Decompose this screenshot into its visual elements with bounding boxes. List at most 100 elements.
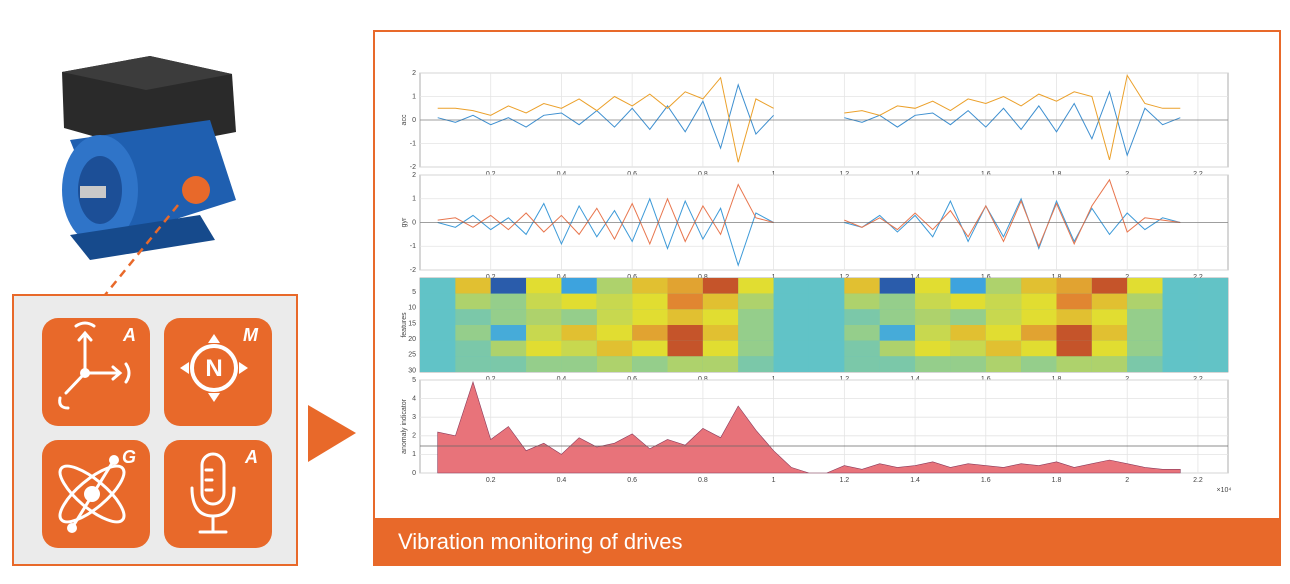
heatmap-cell xyxy=(632,278,668,294)
sensor-letter: A xyxy=(122,325,136,345)
heatmap-cell xyxy=(1021,325,1057,341)
heatmap-cell xyxy=(1091,309,1128,325)
heatmap-cell xyxy=(879,309,916,325)
y-tick-label: 2 xyxy=(412,433,416,440)
heatmap-cell xyxy=(844,356,880,372)
y-tick-label: 3 xyxy=(412,414,416,421)
x-tick-label: 0.2 xyxy=(486,171,496,178)
heatmap-cell xyxy=(738,309,774,325)
heatmap-cell xyxy=(455,278,491,294)
x-tick-label: 2.2 xyxy=(1193,171,1203,178)
heatmap-cell xyxy=(950,340,986,357)
x-multiplier: ×10⁴ xyxy=(1217,487,1232,494)
x-tick-label: 2.2 xyxy=(1193,376,1203,383)
heatmap-cell xyxy=(773,340,809,357)
y-tick-label: 15 xyxy=(408,320,416,327)
heatmap-cell xyxy=(420,309,456,325)
heatmap-cell xyxy=(985,309,1022,325)
heatmap-cell xyxy=(738,278,774,294)
tile xyxy=(42,440,150,548)
heatmap-cell xyxy=(702,293,739,310)
heatmap-cell xyxy=(1162,278,1198,294)
x-tick-label: 0.4 xyxy=(557,274,567,281)
heatmap-cell xyxy=(596,309,633,325)
heatmap-cell xyxy=(915,309,951,325)
x-tick-label: 0.6 xyxy=(627,376,637,383)
heatmap-cell xyxy=(1091,278,1128,294)
series-line xyxy=(437,178,1181,248)
heatmap-cell xyxy=(632,309,668,325)
heatmap-cell xyxy=(667,356,703,372)
heatmap-cell xyxy=(1127,278,1163,294)
heatmap-cell xyxy=(808,325,845,341)
y-tick-label: 2 xyxy=(412,172,416,179)
x-tick-label: 1.8 xyxy=(1052,274,1062,281)
heatmap-cell xyxy=(526,278,562,294)
heatmap-cell xyxy=(1127,309,1163,325)
y-tick-label: 25 xyxy=(408,352,416,359)
heatmap-cell xyxy=(526,356,562,372)
heatmap-cell xyxy=(490,293,527,310)
heatmap-cell xyxy=(808,356,845,372)
heatmap-cell xyxy=(526,309,562,325)
heatmap-cell xyxy=(985,325,1022,341)
heatmap-cell xyxy=(526,293,562,310)
heatmap-cell xyxy=(1021,278,1057,294)
heatmap-cell xyxy=(561,325,597,341)
heatmap-cell xyxy=(667,309,703,325)
heatmap-cell xyxy=(490,309,527,325)
heatmap-cell xyxy=(844,278,880,294)
heatmap-cell xyxy=(1021,293,1057,310)
x-tick-label: 0.2 xyxy=(486,274,496,281)
heatmap-cell xyxy=(561,356,597,372)
heatmap-cell xyxy=(985,293,1022,310)
heatmap-cell xyxy=(844,309,880,325)
heatmap-cell xyxy=(490,278,527,294)
heatmap-cell xyxy=(1091,325,1128,341)
x-tick-label: 1.4 xyxy=(910,274,920,281)
y-tick-label: 1 xyxy=(412,93,416,100)
heatmap-cell xyxy=(632,325,668,341)
heatmap-cell xyxy=(844,325,880,341)
heatmap-cell xyxy=(526,325,562,341)
heatmap-cell xyxy=(1127,325,1163,341)
tile xyxy=(42,318,150,426)
heatmap-cell xyxy=(879,325,916,341)
heatmap-cell xyxy=(879,356,916,372)
y-axis-label: features xyxy=(401,312,408,338)
y-tick-label: 1 xyxy=(412,451,416,458)
x-tick-label: 1.6 xyxy=(981,477,991,484)
heatmap-cell xyxy=(490,340,527,357)
x-tick-label: 1.4 xyxy=(910,171,920,178)
heatmap-cell xyxy=(1021,340,1057,357)
series-line xyxy=(437,83,1181,157)
sensor-letter: G xyxy=(122,447,136,467)
heatmap-cell xyxy=(1056,340,1092,357)
heatmap-cell xyxy=(1162,356,1198,372)
heatmap-cell xyxy=(1127,340,1163,357)
heatmap-cell xyxy=(702,309,739,325)
heatmap-cell xyxy=(1127,356,1163,372)
x-tick-label: 2 xyxy=(1125,376,1129,383)
heatmap-cell xyxy=(561,293,597,310)
arrow xyxy=(308,405,356,462)
heatmap-cell xyxy=(420,325,456,341)
heatmap-cell xyxy=(561,278,597,294)
heatmap-cell xyxy=(420,293,456,310)
x-tick-label: 1 xyxy=(772,376,776,383)
charts: 0.2 0.4 0.6 0.8 1 1.2 1.4 1.6 1.8 2 2.2 -2 -1 0 1 2 acc 0… xyxy=(401,70,1232,494)
y-tick-label: 5 xyxy=(412,377,416,384)
svg-text:N: N xyxy=(205,355,222,382)
heatmap-cell xyxy=(808,293,845,310)
heatmap-cell xyxy=(738,340,774,357)
x-tick-label: 1.6 xyxy=(981,171,991,178)
heatmap-cell xyxy=(667,340,703,357)
heatmap-cell xyxy=(561,309,597,325)
tile: N xyxy=(164,318,272,426)
x-tick-label: 0.8 xyxy=(698,274,708,281)
series-line xyxy=(437,74,1181,163)
x-tick-label: 0.4 xyxy=(557,171,567,178)
x-tick-label: 0.8 xyxy=(698,477,708,484)
x-tick-label: 0.8 xyxy=(698,376,708,383)
heatmap-cell xyxy=(455,356,491,372)
